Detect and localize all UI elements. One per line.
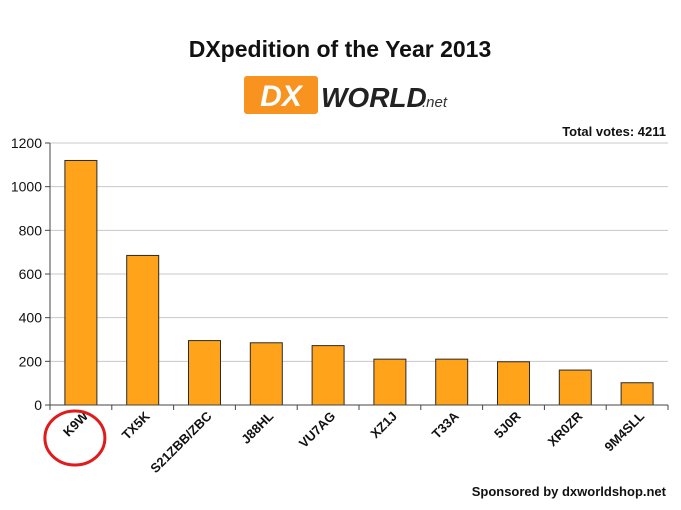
y-tick-label: 200 bbox=[19, 353, 43, 369]
x-tick-label: 5J0R bbox=[491, 408, 524, 441]
y-tick-label: 1000 bbox=[11, 179, 42, 195]
x-tick-label: J88HL bbox=[238, 408, 276, 446]
x-tick-label: XZ1J bbox=[367, 409, 400, 442]
bar-xr0zr bbox=[558, 369, 592, 406]
bar-k9w bbox=[64, 159, 98, 406]
bar-tx5k bbox=[126, 254, 160, 406]
x-tick-label: XR0ZR bbox=[545, 408, 586, 449]
y-tick-label: 800 bbox=[19, 222, 43, 238]
bar-vu7ag bbox=[311, 345, 345, 406]
logo-world-text: WORLD bbox=[321, 82, 427, 113]
logo-dx-text: DX bbox=[260, 80, 304, 113]
bar-t33a bbox=[435, 358, 469, 406]
logo-dx-badge bbox=[244, 76, 318, 114]
y-tick-label: 0 bbox=[34, 397, 42, 413]
y-axis-ticks: 0 200 400 600 800 1000 1200 bbox=[11, 135, 50, 413]
x-tick-label: T33A bbox=[429, 408, 463, 442]
bar-9m4sll bbox=[620, 382, 654, 406]
y-tick-label: 600 bbox=[19, 266, 43, 282]
total-votes-label: Total votes: 4211 bbox=[562, 124, 666, 139]
highlight-circle bbox=[43, 409, 107, 467]
bar-5j0r bbox=[497, 361, 530, 406]
dxworld-logo: DX WORLD .net bbox=[244, 76, 448, 114]
bar-j88hl bbox=[249, 342, 283, 406]
x-tick-label: 9M4SLL bbox=[601, 408, 647, 454]
x-tick-label: S21ZBB/ZBC bbox=[147, 408, 215, 476]
bars bbox=[64, 159, 654, 406]
logo-net-text: .net bbox=[422, 94, 448, 111]
x-tick-label: VU7AG bbox=[296, 409, 338, 451]
x-tick-label: TX5K bbox=[119, 408, 154, 443]
y-tick-label: 400 bbox=[19, 310, 43, 326]
chart-title: DXpedition of the Year 2013 bbox=[189, 36, 492, 62]
gridlines bbox=[50, 142, 668, 362]
bar-s21zbb-zbc bbox=[188, 340, 221, 406]
sponsor-label: Sponsored by dxworldshop.net bbox=[472, 484, 667, 499]
bar-xz1j bbox=[373, 358, 407, 406]
y-tick-label: 1200 bbox=[11, 135, 42, 151]
